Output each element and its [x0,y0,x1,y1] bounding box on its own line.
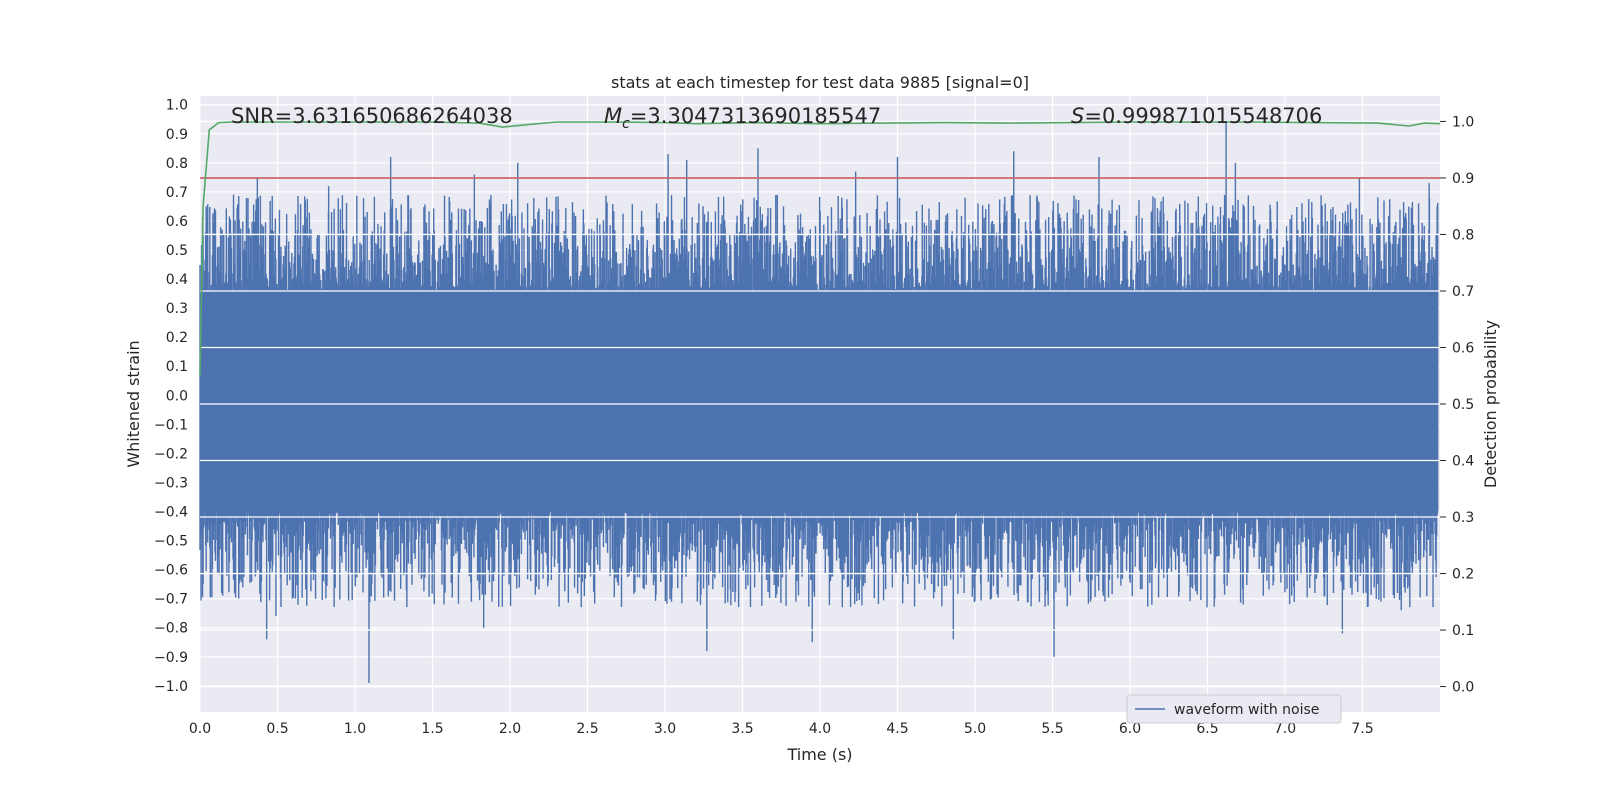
y2-tick-label: 0.9 [1452,171,1474,187]
y-tick-label: −0.6 [154,563,188,579]
y-tick-label: −0.4 [154,505,188,521]
y-tick-label: −0.9 [154,650,188,666]
score-value: =0.999871015548706 [1084,104,1322,128]
x-tick-label: 6.5 [1196,721,1218,737]
y-tick-label: 0.0 [166,388,188,404]
y2-axis-ticks: 1.0 0.9 0.8 0.7 0.6 0.5 0.4 0.3 0.2 0.1 0.0 [1440,114,1474,696]
x-tick-label: 3.0 [654,721,676,737]
detection-probability-line [199,121,1441,376]
x-axis-label: Time (s) [786,745,852,764]
x-tick-label: 0.0 [189,721,211,737]
score-symbol: S [1071,104,1084,128]
x-tick-label: 7.5 [1351,721,1373,737]
legend-box [1126,694,1342,724]
y-tick-label: 1.0 [166,98,188,114]
y-tick-label: −0.1 [154,417,188,433]
y-tick-label: −0.7 [154,592,188,608]
x-tick-label: 1.0 [344,721,366,737]
snr-annotation: SNR=3.631650686264038 [231,104,513,128]
y-tick-label: 0.8 [166,156,188,172]
y-tick-label: 0.9 [166,127,188,143]
score-annotation: S=0.999871015548706 [1071,104,1322,128]
x-tick-label: 2.0 [499,721,521,737]
y-tick-label: −0.3 [154,475,188,491]
y-axis-label: Whitened strain [124,340,143,467]
chirp-mass-subscript: c [622,116,630,132]
y-tick-label: 0.4 [166,272,188,288]
y-tick-label: 0.3 [166,301,188,317]
legend-label: waveform with noise [1174,702,1319,718]
x-axis-ticks: 0.0 0.5 1.0 1.5 2.0 2.5 3.0 3.5 4.0 4.5 5.0 5.5 6.0 6… [189,721,1374,737]
y-tick-label: 0.6 [166,214,188,230]
y-tick-label: −0.8 [154,621,188,637]
y-tick-label: 0.2 [166,330,188,346]
y-tick-label: 0.5 [166,243,188,259]
x-tick-label: 2.5 [576,721,598,737]
x-tick-label: 5.5 [1041,721,1063,737]
y2-tick-label: 0.1 [1452,623,1474,639]
y2-tick-label: 0.3 [1452,510,1474,526]
y2-tick-label: 0.8 [1452,227,1474,243]
waveform-core [200,319,1438,483]
x-tick-label: 6.0 [1119,721,1141,737]
y-tick-label: 0.1 [166,359,188,375]
y-tick-label: −0.2 [154,446,188,462]
y-axis-ticks: 1.0 0.9 0.8 0.7 0.6 0.5 0.4 0.3 0.2 0.1 0.0 −0.1 −0.… [154,98,188,695]
chirp-mass-value: =3.3047313690185547 [630,104,881,128]
chart-title: stats at each timestep for test data 988… [611,73,1029,92]
y-tick-label: −0.5 [154,534,188,550]
x-tick-label: 4.0 [809,721,831,737]
y2-tick-label: 1.0 [1452,114,1474,130]
chirp-mass-annotation: Mc=3.3047313690185547 [604,104,881,132]
x-tick-label: 4.5 [886,721,908,737]
y2-tick-label: 0.5 [1452,397,1474,413]
y-tick-label: 0.7 [166,185,188,201]
y2-tick-label: 0.6 [1452,340,1474,356]
y2-tick-label: 0.4 [1452,454,1474,470]
y2-tick-label: 0.7 [1452,284,1474,300]
y-tick-label: −1.0 [154,679,188,695]
x-tick-label: 3.5 [731,721,753,737]
x-tick-label: 1.5 [421,721,443,737]
x-tick-label: 7.0 [1274,721,1296,737]
legend: waveform with noise [1126,694,1342,724]
y2-tick-label: 0.2 [1452,567,1474,583]
x-tick-label: 0.5 [266,721,288,737]
chirp-mass-symbol: M [604,104,622,128]
x-tick-label: 5.0 [964,721,986,737]
y2-tick-label: 0.0 [1452,680,1474,696]
y2-axis-label: Detection probability [1481,320,1500,488]
